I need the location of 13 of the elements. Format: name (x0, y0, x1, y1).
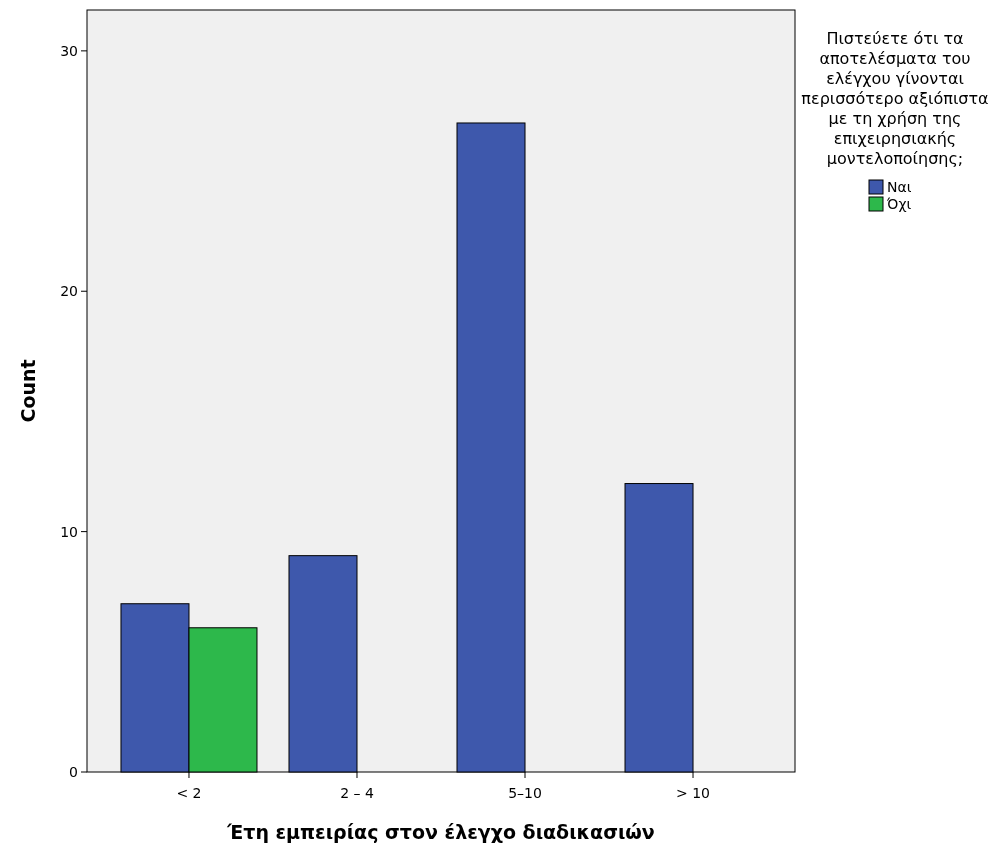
legend-label: Ναι (887, 179, 912, 195)
x-axis-title: Έτη εμπειρίας στον έλεγχο διαδικασιών (226, 821, 655, 843)
x-tick-label: > 10 (676, 785, 711, 801)
y-tick-label: 30 (60, 42, 78, 59)
legend-label: Όχι (886, 196, 912, 212)
y-axis-title: Count (17, 359, 39, 423)
y-tick-label: 10 (60, 523, 78, 540)
legend-title: Πιστεύετε ότι τα αποτελέσματα του ελέγχου γίνονται περισσότερο αξιόπιστα με τη χρήση της επιχειρησιακής μοντελοποίησης; (801, 29, 989, 168)
y-tick-label: 0 (69, 763, 78, 780)
x-tick-label: 5–10 (508, 785, 542, 801)
x-tick-label: < 2 (176, 785, 202, 801)
y-tick-label: 20 (60, 283, 78, 300)
x-tick-label: 2 – 4 (340, 785, 374, 801)
